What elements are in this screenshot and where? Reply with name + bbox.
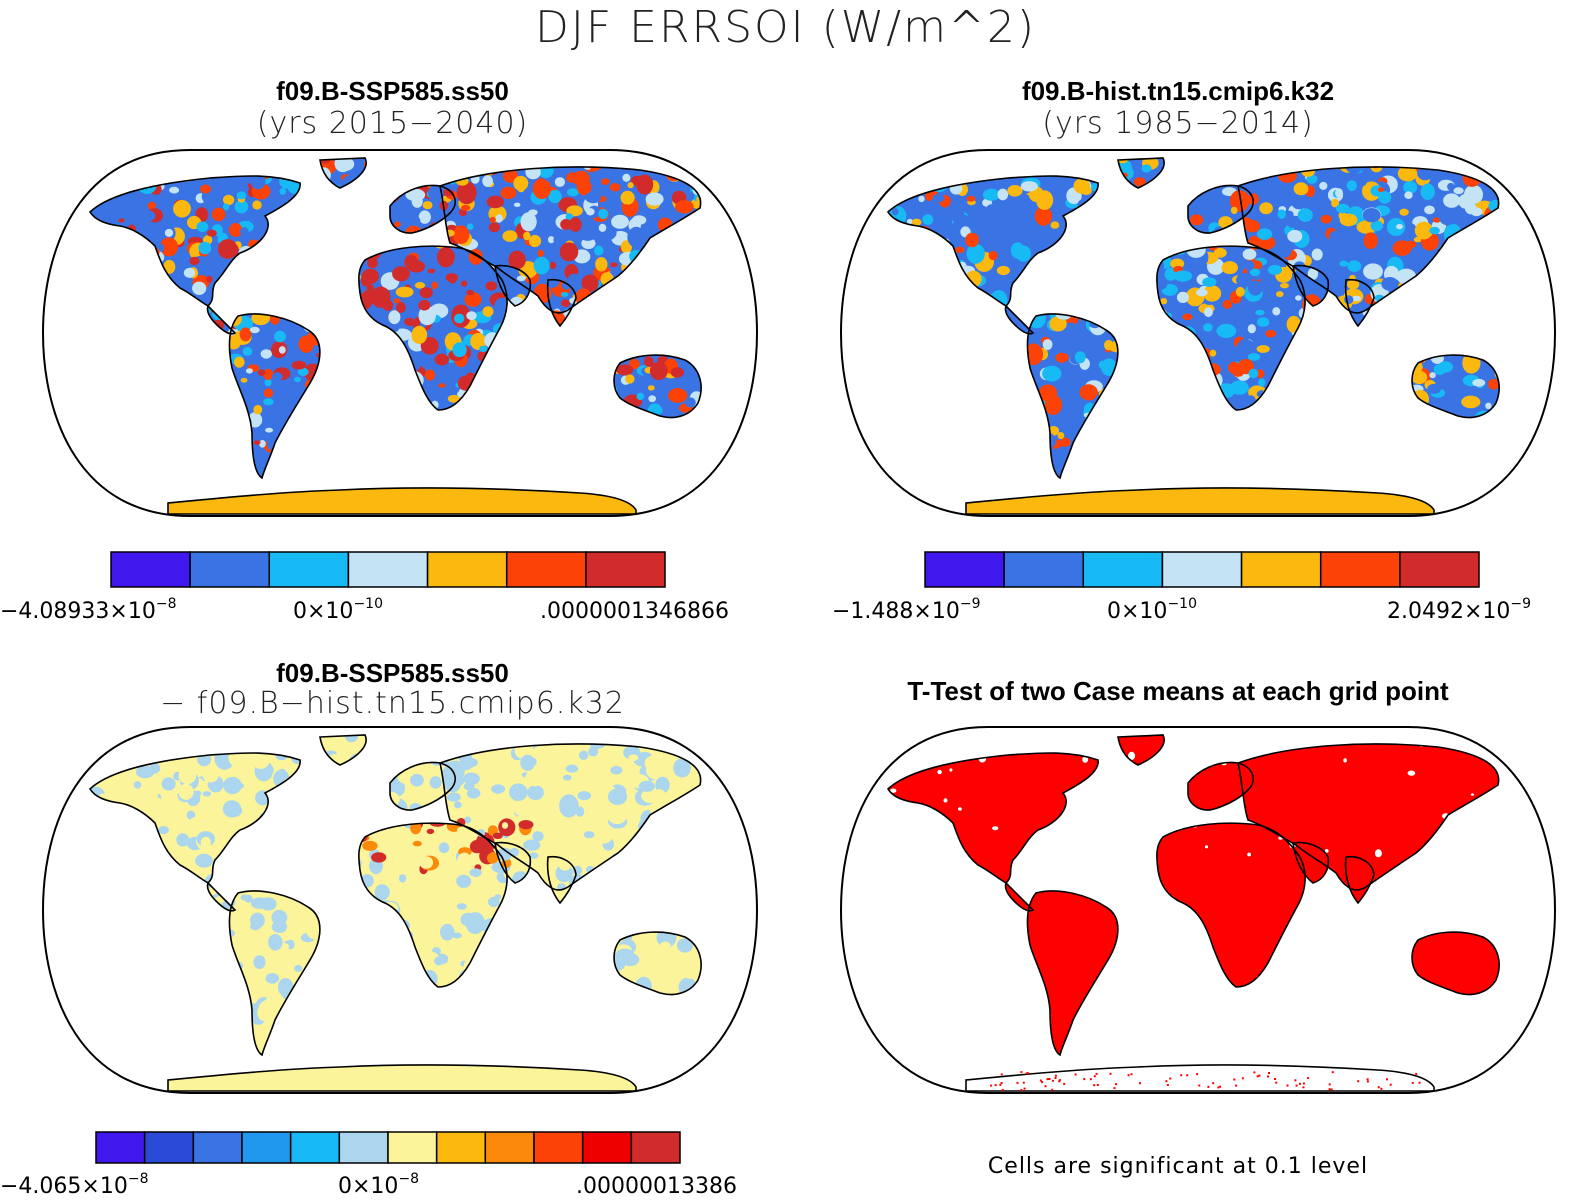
panel-2-title: f09.B-hist.tn15.cmip6.k32 — [1021, 76, 1335, 106]
colorbar-swatch — [189, 551, 271, 588]
coastline-southAmerica — [228, 313, 321, 480]
colorbar-swatch — [533, 1131, 584, 1164]
coastline-antarctica — [965, 487, 1435, 515]
coastline-centralAmerica — [1004, 881, 1035, 912]
coastline-northAmerica — [886, 175, 1099, 308]
coastline-australia — [613, 354, 702, 419]
antarctica-fill — [168, 487, 636, 514]
colorbar-swatch — [241, 1131, 292, 1164]
panel-2-map — [839, 149, 1557, 517]
colorbar-swatch — [924, 551, 1005, 588]
panel-3-colorbar — [95, 1131, 681, 1164]
colorbar-swatch — [435, 1131, 487, 1164]
colorbar-swatch — [347, 551, 429, 588]
coastline-southAmerica — [1026, 313, 1119, 480]
coastline-southAmerica — [228, 890, 321, 1057]
colorbar-swatch — [95, 1131, 146, 1164]
coastline-europe — [389, 184, 456, 234]
coastline-africa — [1156, 245, 1306, 411]
coastline-india — [546, 855, 577, 905]
coastline-centralAmerica — [206, 881, 237, 912]
panel-3-colorbar-label-max: .00000013386 — [576, 1174, 737, 1199]
colorbar-swatch — [630, 1131, 681, 1164]
coastline-southAmerica — [1026, 890, 1119, 1057]
colorbar-swatch — [338, 1131, 389, 1164]
colorbar-swatch — [192, 1131, 243, 1164]
colorbar-swatch — [581, 1131, 633, 1164]
panel-1-colorbar-label-min: −4.08933×10−8 — [0, 596, 177, 624]
coastline-arabia — [1292, 264, 1330, 307]
coastline-greenland — [1117, 157, 1165, 189]
panel-2-colorbar-label-mid: 0×10−10 — [1107, 596, 1197, 624]
coastline-africa — [358, 245, 508, 411]
coastline-greenland — [1117, 734, 1165, 766]
colorbar-swatch — [426, 551, 508, 588]
colorbar-swatch — [505, 551, 587, 588]
panel-3-title: f09.B-SSP585.ss50 — [276, 658, 509, 688]
antarctica-fill — [966, 487, 1434, 514]
coastline-antarctica — [965, 1064, 1435, 1092]
coastline-northAmerica — [88, 175, 301, 308]
coastline-australia — [1411, 931, 1500, 996]
coastline-arabia — [494, 841, 532, 884]
antarctica-fill — [966, 1064, 1434, 1091]
coastline-africa — [358, 822, 508, 988]
coastline-greenland — [319, 734, 367, 766]
panel-2-subtitle: (yrs 1985−2014) — [1042, 106, 1314, 141]
colorbar-swatch — [1161, 551, 1243, 588]
coastline-europe — [1187, 184, 1254, 234]
coastline-australia — [613, 931, 702, 996]
panel-4-title: T-Test of two Case means at each grid po… — [907, 676, 1449, 706]
colorbar-swatch — [484, 1131, 535, 1164]
map-boundary — [839, 726, 1557, 1094]
panel-2-colorbar-label-max: 2.0492×10−9 — [1387, 596, 1532, 624]
map-boundary — [41, 726, 759, 1094]
coastline-centralAmerica — [206, 304, 237, 335]
panel-1-colorbar-label-max: .0000001346866 — [540, 599, 729, 624]
panel-3-colorbar-label-min: −4.065×10−8 — [0, 1171, 149, 1199]
panel-2-colorbar — [924, 551, 1480, 588]
antarctica-fill — [168, 1064, 636, 1091]
panel-1-subtitle: (yrs 2015−2040) — [256, 106, 529, 141]
coastline-antarctica — [167, 487, 637, 515]
colorbar-swatch — [143, 1131, 195, 1164]
colorbar-swatch — [1082, 551, 1164, 588]
colorbar-swatch — [289, 1131, 341, 1164]
coastline-australia — [1411, 354, 1500, 419]
coastline-india — [1344, 855, 1375, 905]
panel-1-colorbar — [110, 551, 666, 588]
coastline-arabia — [1292, 841, 1330, 884]
colorbar-swatch — [387, 1131, 438, 1164]
coastline-india — [546, 278, 577, 328]
coastline-africa — [1156, 822, 1306, 988]
coastline-europe — [1187, 761, 1254, 811]
panel-3-map — [41, 726, 759, 1094]
panel-1-colorbar-label-mid: 0×10−10 — [293, 596, 383, 624]
map-boundary — [839, 149, 1557, 517]
panel-4-significance-note: Cells are significant at 0.1 level — [987, 1154, 1369, 1179]
colorbar-swatch — [1399, 551, 1480, 588]
panel-3-subtitle: − f09.B−hist.tn15.cmip6.k32 — [160, 686, 625, 721]
colorbar-swatch — [268, 551, 350, 588]
coastline-arabia — [494, 264, 532, 307]
map-boundary — [41, 149, 759, 517]
panel-1-map — [41, 149, 759, 517]
panel-4-map — [839, 726, 1557, 1094]
coastline-centralAmerica — [1004, 304, 1035, 335]
colorbar-swatch — [110, 551, 191, 588]
colorbar-swatch — [1240, 551, 1322, 588]
coastline-northAmerica — [88, 752, 301, 885]
panel-2-colorbar-label-min: −1.488×10−9 — [832, 596, 981, 624]
figure-title: DJF ERRSOI (W/m^2) — [534, 2, 1036, 53]
panel-1-title: f09.B-SSP585.ss50 — [276, 76, 509, 106]
colorbar-swatch — [585, 551, 666, 588]
panel-3-colorbar-label-mid: 0×10−8 — [338, 1171, 420, 1199]
coastline-northAmerica — [886, 752, 1099, 885]
coastline-europe — [389, 761, 456, 811]
colorbar-swatch — [1003, 551, 1085, 588]
coastline-india — [1344, 278, 1375, 328]
coastline-greenland — [319, 157, 367, 189]
colorbar-swatch — [1319, 551, 1401, 588]
coastline-antarctica — [167, 1064, 637, 1092]
